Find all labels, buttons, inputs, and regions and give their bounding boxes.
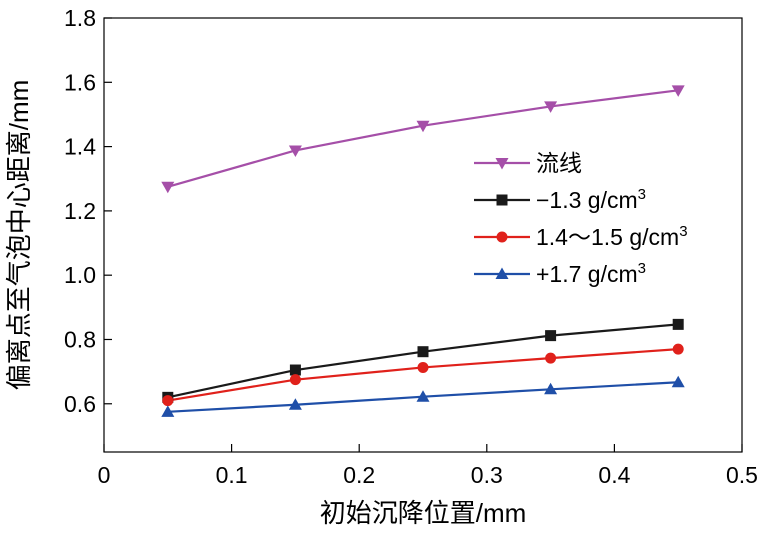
legend-label-text: +1.7 g/cm (536, 261, 638, 287)
data-point (671, 375, 685, 388)
series-markers (161, 85, 685, 417)
data-point (288, 398, 302, 410)
legend-label-superscript: 3 (638, 186, 646, 203)
data-point (545, 330, 557, 342)
x-tick-label: 0 (98, 462, 111, 488)
data-point (289, 374, 301, 386)
legend-marker-1 (496, 194, 508, 206)
series-line-0 (167, 89, 679, 188)
axis-ticks: 0 0.1 0.2 0.3 0.4 0.5 0.6 0.8 1.0 1.2 1.4 1.6 1.8 (64, 5, 758, 488)
data-point (672, 343, 684, 355)
legend-label-3: +1.7 g/cm3 (536, 260, 646, 287)
legend-label-text: 流线 (536, 150, 582, 176)
legend-label-superscript: 3 (638, 260, 646, 277)
data-point (417, 346, 429, 358)
x-axis-title: 初始沉降位置/mm (320, 498, 527, 528)
data-point (544, 101, 558, 113)
data-point (417, 361, 429, 373)
data-point (544, 382, 558, 395)
y-axis-title: 偏离点至气泡中心距离/mm (4, 80, 34, 391)
legend-label-1: −1.3 g/cm3 (536, 186, 646, 213)
legend-label-0: 流线 (536, 150, 582, 176)
x-tick-label: 0.4 (598, 462, 630, 488)
legend-label-2: 1.4～1.5 g/cm3 (536, 223, 688, 250)
data-point (672, 318, 684, 330)
legend-label-text: 1.4～1.5 g/cm (536, 224, 679, 250)
legend-label-superscript: 3 (679, 223, 687, 240)
data-point (416, 390, 430, 402)
y-tick-label: 1.4 (64, 134, 96, 160)
data-point (416, 120, 430, 133)
x-tick-label: 0.3 (471, 462, 503, 488)
y-tick-label: 1.6 (64, 69, 96, 95)
legend-marker-0 (495, 158, 509, 170)
legend-marker-2 (496, 231, 508, 243)
data-point (545, 352, 557, 364)
data-point (671, 85, 685, 97)
plot-frame (103, 17, 743, 453)
y-tick-label: 1.0 (64, 262, 96, 288)
data-point (161, 405, 175, 417)
legend-label-text: −1.3 g/cm (536, 187, 638, 213)
x-tick-label: 0.2 (343, 462, 375, 488)
y-tick-label: 1.8 (64, 5, 96, 31)
data-point (161, 181, 175, 194)
y-tick-label: 0.6 (64, 391, 96, 417)
x-tick-label: 0.5 (726, 462, 758, 488)
legend-marker-3 (495, 267, 509, 279)
y-tick-label: 1.2 (64, 198, 96, 224)
data-point (289, 364, 301, 376)
data-point (162, 395, 174, 407)
data-point (288, 145, 302, 157)
y-tick-label: 0.8 (64, 326, 96, 352)
x-tick-label: 0.1 (216, 462, 248, 488)
